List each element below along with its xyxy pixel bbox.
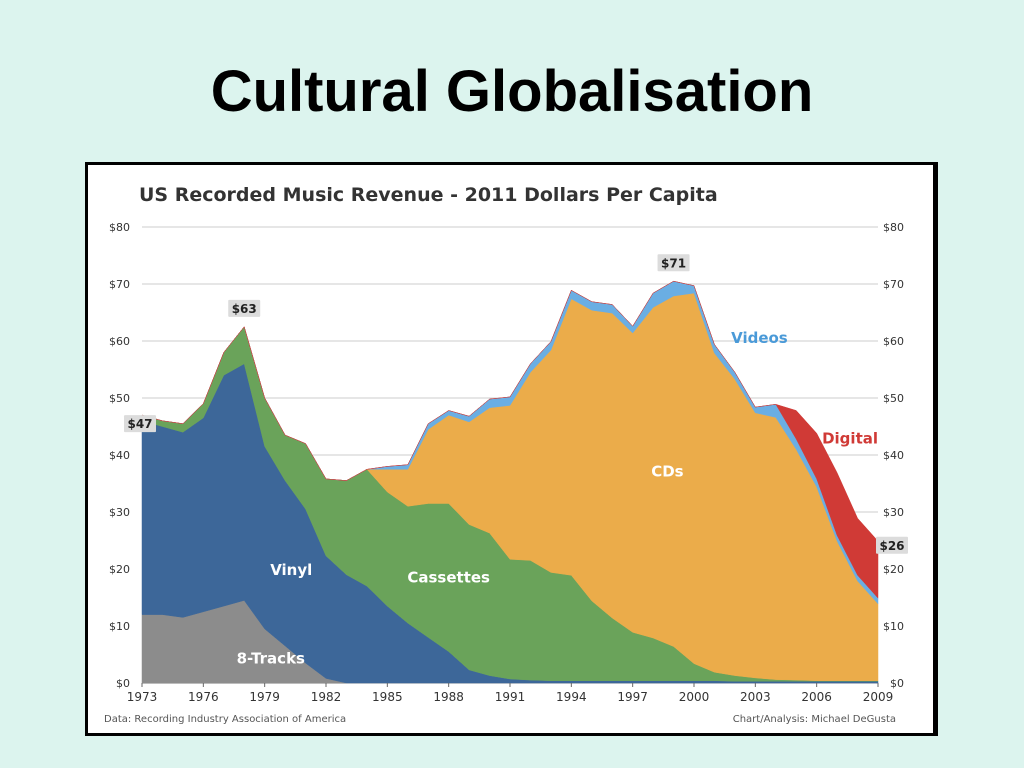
area-label-videos: Videos <box>731 329 788 347</box>
callout-box <box>876 536 908 554</box>
x-tick-label: 2009 <box>863 690 894 704</box>
x-axis: 1973 1976 1979 1982 1985 1988 1991 1994 1997 2000… <box>127 683 894 704</box>
x-tick-label: 1973 <box>127 690 158 704</box>
chart-frame: US Recorded Music Revenue - 2011 Dollars… <box>85 162 938 736</box>
y-tick-label-left: $0 <box>116 677 130 690</box>
stacked-areas <box>141 280 879 684</box>
source-note: Data: Recording Industry Association of … <box>104 714 346 725</box>
callout-value: $63 <box>232 302 257 316</box>
x-tick-label: 1991 <box>495 690 526 704</box>
callout--71: $71 <box>657 254 690 272</box>
y-tick-label-left: $80 <box>109 221 130 234</box>
callout-box <box>124 415 156 433</box>
y-axis-left: $0 $10 $20 $30 $40 $50 $60 $70 $80 <box>109 221 130 690</box>
callout--26: $26 <box>876 536 908 554</box>
area-chart: US Recorded Music Revenue - 2011 Dollars… <box>104 184 908 725</box>
x-tick-label: 1988 <box>433 690 464 704</box>
y-tick-label-right: $10 <box>883 620 904 633</box>
y-tick-label-left: $60 <box>109 335 130 348</box>
x-tick-label: 1979 <box>249 690 280 704</box>
y-tick-label-right: $60 <box>883 335 904 348</box>
value-callouts: $47 $63 $71 $26 <box>124 254 908 554</box>
y-tick-label-right: $40 <box>883 449 904 462</box>
callout-box <box>657 254 690 272</box>
callout-box <box>228 299 261 317</box>
x-tick-label: 2003 <box>740 690 771 704</box>
x-tick-label: 2000 <box>679 690 710 704</box>
y-tick-label-left: $50 <box>109 392 130 405</box>
x-tick-label: 1997 <box>617 690 648 704</box>
y-tick-label-left: $40 <box>109 449 130 462</box>
y-tick-label-right: $50 <box>883 392 904 405</box>
y-axis-right: $0 $10 $20 $30 $40 $50 $60 $70 $80 <box>883 221 904 690</box>
area-label-digital: Digital <box>822 429 878 447</box>
y-tick-label-right: $70 <box>883 278 904 291</box>
callout-value: $47 <box>127 417 152 431</box>
area-labels: Vinyl 8-Tracks Cassettes CDs Videos Digital <box>237 329 878 667</box>
credit-note: Chart/Analysis: Michael DeGusta <box>733 714 896 725</box>
y-tick-label-left: $10 <box>109 620 130 633</box>
area-label-8-tracks: 8-Tracks <box>237 649 305 667</box>
y-tick-label-right: $30 <box>883 506 904 519</box>
callout-value: $26 <box>879 539 904 553</box>
slide-title: Cultural Globalisation <box>210 59 814 124</box>
x-tick-label: 1976 <box>188 690 219 704</box>
chart-title: US Recorded Music Revenue - 2011 Dollars… <box>139 184 718 206</box>
area-label-vinyl: Vinyl <box>270 561 312 579</box>
y-tick-label-right: $0 <box>890 677 904 690</box>
callout--47: $47 <box>124 415 156 433</box>
x-tick-label: 1985 <box>372 690 403 704</box>
y-tick-label-left: $20 <box>109 563 130 576</box>
area-label-cassettes: Cassettes <box>407 569 490 587</box>
y-tick-label-right: $80 <box>883 221 904 234</box>
y-tick-label-left: $30 <box>109 506 130 519</box>
callout--63: $63 <box>228 299 261 317</box>
x-tick-label: 1982 <box>311 690 342 704</box>
callout-value: $71 <box>661 256 686 270</box>
y-tick-label-left: $70 <box>109 278 130 291</box>
y-tick-label-right: $20 <box>883 563 904 576</box>
x-tick-label: 1994 <box>556 690 587 704</box>
x-tick-label: 2006 <box>801 690 832 704</box>
area-digital <box>141 280 879 599</box>
area-label-cds: CDs <box>651 463 683 481</box>
